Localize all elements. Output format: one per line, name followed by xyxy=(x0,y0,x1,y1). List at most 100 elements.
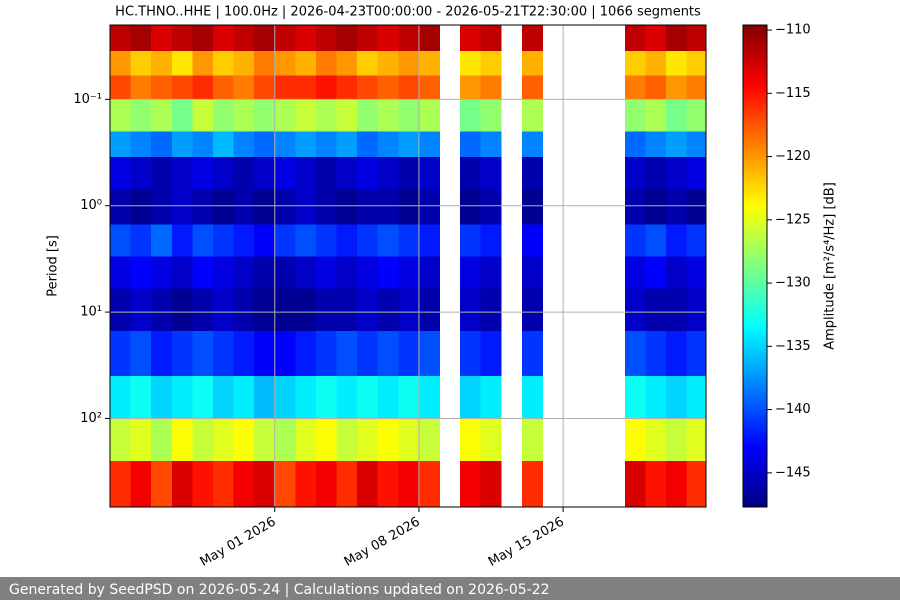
heatmap-cell xyxy=(480,256,502,289)
y-tick-label: 10⁻¹ xyxy=(73,92,102,107)
heatmap-cell xyxy=(666,460,688,508)
heatmap-cell xyxy=(130,418,152,462)
heatmap-cell xyxy=(110,50,131,77)
heatmap-cell xyxy=(130,25,152,52)
chart-title: HC.THNO..HHE | 100.0Hz | 2026-04-23T00:0… xyxy=(115,5,701,20)
heatmap-cell xyxy=(315,131,337,158)
heatmap-cell xyxy=(645,460,667,508)
heatmap-cell xyxy=(460,256,482,289)
heatmap-cell xyxy=(171,376,193,419)
heatmap-cell xyxy=(274,460,296,508)
heatmap-cell xyxy=(521,418,543,462)
heatmap-cell xyxy=(192,25,214,52)
colorbar-label: Amplitude [m²/s⁴/Hz] [dB] xyxy=(823,182,838,350)
heatmap-cell xyxy=(212,157,234,190)
heatmap-cell xyxy=(460,50,482,77)
heatmap-cell xyxy=(130,50,152,77)
heatmap-cell xyxy=(254,189,276,225)
heatmap-cell xyxy=(274,50,296,77)
heatmap-cell xyxy=(398,418,420,462)
heatmap-cell xyxy=(295,75,317,100)
heatmap-cell xyxy=(377,99,399,132)
heatmap-cell xyxy=(336,224,358,257)
heatmap-cell xyxy=(110,189,131,225)
heatmap-cell xyxy=(377,376,399,419)
heatmap-cell xyxy=(130,131,152,158)
heatmap-cell xyxy=(686,25,707,52)
heatmap-cell xyxy=(686,99,707,132)
heatmap-cell xyxy=(686,288,707,332)
heatmap-cell xyxy=(521,256,543,289)
heatmap-cell xyxy=(151,418,173,462)
heatmap-cell xyxy=(336,460,358,508)
heatmap-cell xyxy=(212,330,234,377)
heatmap-cell xyxy=(377,157,399,190)
heatmap-cell xyxy=(666,189,688,225)
heatmap-cell xyxy=(192,418,214,462)
heatmap-cell xyxy=(666,376,688,419)
heatmap-cell xyxy=(357,376,379,419)
heatmap-cell xyxy=(192,50,214,77)
heatmap-cell xyxy=(624,418,646,462)
heatmap-cell xyxy=(666,50,688,77)
heatmap-cell xyxy=(418,376,440,419)
heatmap-cell xyxy=(254,460,276,508)
x-tick-label: May 15 2026 xyxy=(486,515,567,570)
heatmap-cell xyxy=(171,256,193,289)
heatmap-cell xyxy=(645,376,667,419)
heatmap-cell xyxy=(357,75,379,100)
heatmap-cell xyxy=(624,99,646,132)
heatmap-cell xyxy=(171,131,193,158)
heatmap-cell xyxy=(254,224,276,257)
heatmap-cell xyxy=(377,50,399,77)
heatmap-cell xyxy=(295,256,317,289)
heatmap-cell xyxy=(110,330,131,377)
heatmap-cell xyxy=(233,376,255,419)
heatmap-cell xyxy=(480,50,502,77)
heatmap-cell xyxy=(212,460,234,508)
heatmap-cell xyxy=(398,256,420,289)
heatmap-cell xyxy=(377,330,399,377)
heatmap-cell xyxy=(110,131,131,158)
heatmap-cell xyxy=(192,157,214,190)
heatmap-cell xyxy=(212,189,234,225)
heatmap-cell xyxy=(233,131,255,158)
heatmap-cell xyxy=(315,224,337,257)
heatmap-cell xyxy=(151,460,173,508)
heatmap-cell xyxy=(357,189,379,225)
heatmap-cell xyxy=(295,189,317,225)
heatmap-cell xyxy=(377,131,399,158)
heatmap-cell xyxy=(274,376,296,419)
heatmap-cell xyxy=(460,99,482,132)
heatmap-cell xyxy=(377,418,399,462)
heatmap-cell xyxy=(418,460,440,508)
heatmap-cell xyxy=(274,330,296,377)
heatmap-cell xyxy=(151,376,173,419)
heatmap-cell xyxy=(212,288,234,332)
heatmap-cell xyxy=(233,418,255,462)
heatmap-cell xyxy=(460,376,482,419)
heatmap-cell xyxy=(521,131,543,158)
heatmap-cell xyxy=(233,189,255,225)
y-tick-label: 10² xyxy=(80,411,102,426)
heatmap-cell xyxy=(357,99,379,132)
heatmap-cell xyxy=(130,189,152,225)
heatmap-cell xyxy=(171,75,193,100)
heatmap-cell xyxy=(645,25,667,52)
heatmap-cell xyxy=(274,99,296,132)
heatmap-cell xyxy=(171,25,193,52)
heatmap-cell xyxy=(624,288,646,332)
heatmap-cell xyxy=(254,25,276,52)
heatmap-cell xyxy=(171,460,193,508)
heatmap-cell xyxy=(130,288,152,332)
heatmap-cell xyxy=(398,376,420,419)
heatmap-cell xyxy=(315,376,337,419)
heatmap-cell xyxy=(480,460,502,508)
heatmap-cell xyxy=(233,99,255,132)
heatmap-cell xyxy=(192,256,214,289)
heatmap-cell xyxy=(377,256,399,289)
colorbar-tick-label: −120 xyxy=(775,149,811,164)
heatmap-cell xyxy=(686,189,707,225)
heatmap-cell xyxy=(212,256,234,289)
